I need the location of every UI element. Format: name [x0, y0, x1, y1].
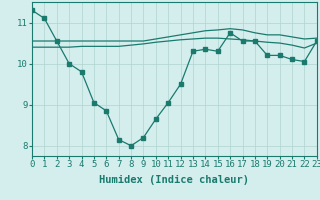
X-axis label: Humidex (Indice chaleur): Humidex (Indice chaleur) — [100, 175, 249, 185]
